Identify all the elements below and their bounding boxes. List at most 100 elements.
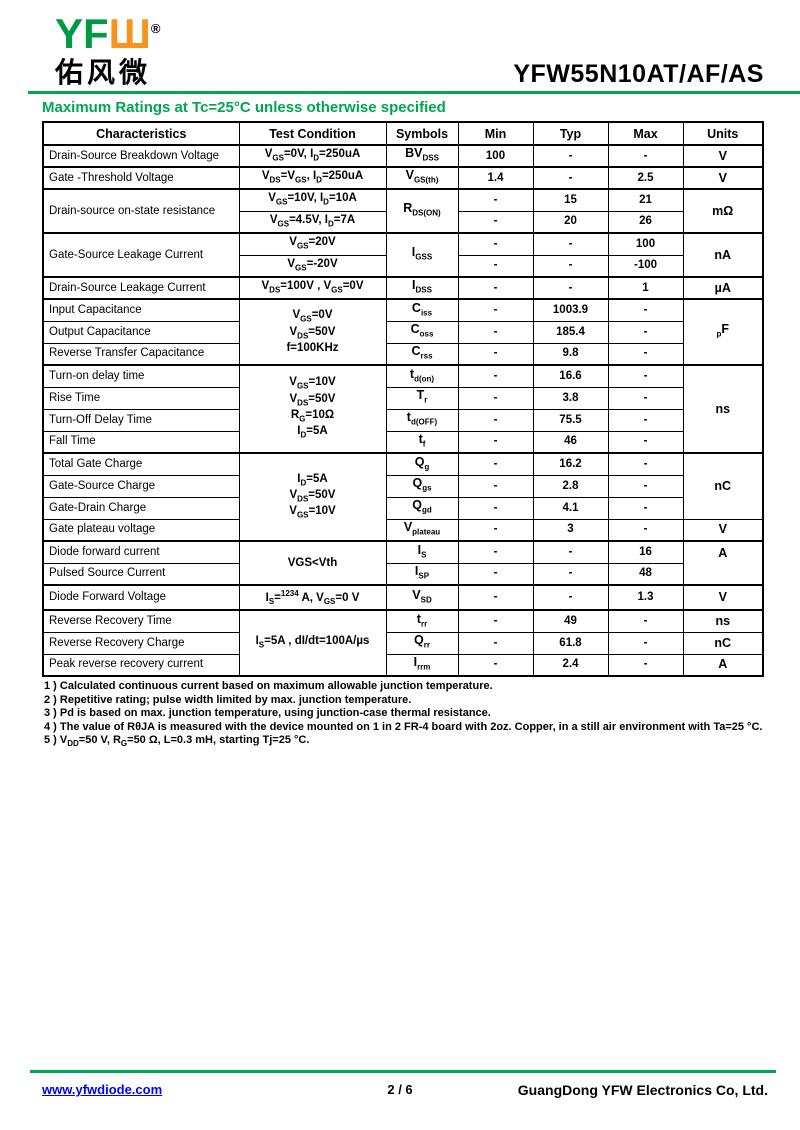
unit-cell: A [682,540,764,586]
table-row: Reverse Transfer Capacitance Crss -9.8- [42,342,763,366]
symbol-cell: Vplateau [385,518,459,542]
test-condition-cell: IS=1234 A, VGS=0 V [238,583,387,611]
unit-cell: nC [682,631,764,655]
value-cell: 48 [607,562,684,586]
value-cell: 2.8 [532,474,609,498]
value-cell: 1.3 [607,583,684,611]
value-cell: 100 [607,232,684,256]
footnotes: 1 ) Calculated continuous current based … [44,680,800,751]
value-cell: 75.5 [532,408,609,432]
unit-cell: A [682,653,764,677]
table-row: Fall Time tf -46- [42,430,763,454]
test-condition-cell: VGS<Vth [238,540,387,586]
value-cell: 16 [607,540,684,564]
value-cell: 4.1 [532,496,609,520]
value-cell: - [457,188,534,212]
symbol-cell: Qg [385,452,459,476]
unit-cell: V [682,518,764,542]
characteristic-cell: Peak reverse recovery current [42,653,240,677]
footnote: 5 ) VDD=50 V, RG=50 Ω, L=0.3 mH, startin… [44,734,310,749]
test-condition-cell: VGS=0V VDS=50V f=100KHz [238,298,387,366]
value-cell: 1003.9 [532,298,609,322]
unit-cell: pF [682,298,764,366]
value-cell: - [457,562,534,586]
symbol-cell: Crss [385,342,459,366]
value-cell: 16.2 [532,452,609,476]
value-cell: - [457,298,534,322]
symbol-cell: Qgd [385,496,459,520]
unit-cell: nC [682,452,764,520]
symbol-cell: IS [385,540,459,564]
value-cell: 9.8 [532,342,609,366]
value-cell: 1.4 [457,166,534,190]
value-cell: 185.4 [532,320,609,344]
characteristic-cell: Fall Time [42,430,240,454]
value-cell: 26 [607,210,684,234]
value-cell: - [607,474,684,498]
table-row: Gate -Threshold Voltage VDS=VGS, ID=250uA… [42,166,764,190]
test-condition-cell: VGS=4.5V, ID=7A [238,210,387,234]
value-cell: - [457,430,534,454]
value-cell: - [457,210,534,234]
symbol-cell: Irrm [385,653,459,677]
table-row: Total Gate Charge ID=5A VDS=50V VGS=10V Qg -1… [42,452,764,542]
symbol-cell: IGSS [385,232,459,278]
value-cell: - [457,518,534,542]
footer-row: www.yfwdiode.com 2 / 6 GuangDong YFW Ele… [0,1082,800,1102]
value-cell: - [532,144,609,168]
unit-cell: µA [682,276,764,300]
column-header-test-condition: Test Condition [238,121,387,146]
value-cell: - [607,609,684,633]
website-link[interactable]: www.yfwdiode.com [42,1082,163,1097]
unit-cell: V [682,583,764,611]
footer-divider [30,1070,776,1073]
value-cell: 46 [532,430,609,454]
value-cell: - [457,631,534,655]
value-cell: - [457,540,534,564]
logo-wordmark: YFШ® [55,6,160,57]
value-cell: - [607,320,684,344]
table-row: Turn-Off Delay Time td(OFF) -75.5- [42,408,763,432]
characteristic-cell: Reverse Recovery Charge [42,631,240,655]
company-name: GuangDong YFW Electronics Co, Ltd. [517,1082,768,1098]
table-row: Reverse Recovery Charge Qrr -61.8- nC [42,631,764,655]
value-cell: - [457,342,534,366]
characteristic-cell: Diode Forward Voltage [42,583,240,611]
page-footer: www.yfwdiode.com 2 / 6 GuangDong YFW Ele… [0,1070,800,1102]
table-row: Gate-Drain Charge Qgd -4.1- [42,496,763,520]
column-header-typ: Typ [532,121,609,146]
column-header-symbols: Symbols [385,121,459,146]
unit-cell: ns [682,609,764,633]
value-cell: - [607,386,684,410]
value-cell: - [607,653,684,677]
table-row: Gate plateau voltage Vplateau -3- V [42,518,764,542]
characteristic-cell: Diode forward current [42,540,240,564]
characteristic-cell: Gate plateau voltage [42,518,240,542]
symbol-cell: VSD [385,583,459,611]
value-cell: -100 [607,254,684,278]
column-header-units: Units [682,121,764,146]
table-header-row: Characteristics Test Condition Symbols Min T… [42,121,764,146]
table-row: VGS=-20V - - -100 [43,254,763,278]
test-condition-cell: VGS=20V [238,232,387,256]
characteristic-cell: Output Capacitance [42,320,240,344]
value-cell: 3 [532,518,609,542]
logo-chinese-text: 佑风微 [55,57,152,88]
value-cell: - [607,430,684,454]
characteristic-cell: Reverse Recovery Time [42,609,240,633]
test-condition-cell: VDS=100V , VGS=0V [238,276,387,300]
test-condition-cell: VGS=10V VDS=50V RG=10Ω ID=5A [238,364,387,454]
table-row: Output Capacitance Coss -185.4- [42,320,763,344]
table-row: Rise Time Tr -3.8- [42,386,763,410]
table-row: Gate-Source Leakage Current VGS=20V IGSS - -… [42,232,764,278]
value-cell: - [457,452,534,476]
symbol-cell: Qrr [385,631,459,655]
table-row: Input Capacitance VGS=0V VDS=50V f=100KHz Ci… [42,298,764,366]
footnote: 2 ) Repetitive rating; pulse width limit… [44,693,412,706]
test-condition-cell: ID=5A VDS=50V VGS=10V [238,452,387,542]
value-cell: - [607,144,684,168]
unit-cell: nA [682,232,764,278]
column-header-min: Min [457,121,534,146]
